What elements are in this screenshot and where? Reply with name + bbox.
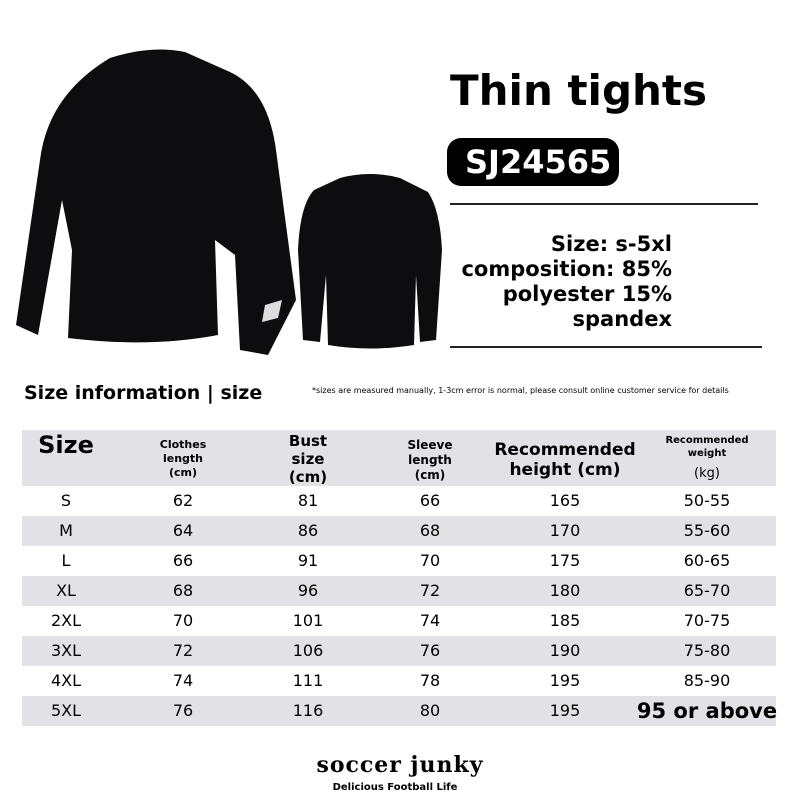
header-cell: Clothes length (cm) bbox=[160, 438, 207, 480]
table-cell: 5XL bbox=[50, 701, 82, 720]
table-row: S 62 81 66 165 50-55 bbox=[22, 486, 776, 516]
header-cell: Recommended weight (kg) bbox=[665, 434, 748, 482]
table-cell: 170 bbox=[549, 521, 581, 540]
table-cell: 65-70 bbox=[683, 581, 731, 600]
table-cell: 72 bbox=[419, 581, 441, 600]
header-line: Sleeve bbox=[407, 438, 453, 452]
table-cell: 60-65 bbox=[683, 551, 731, 570]
table-cell: 70 bbox=[172, 611, 194, 630]
table-cell: 2XL bbox=[50, 611, 82, 630]
table-cell: 101 bbox=[292, 611, 324, 630]
table-cell: 106 bbox=[292, 641, 324, 660]
table-cell: 116 bbox=[292, 701, 324, 720]
table-cell: S bbox=[60, 491, 72, 510]
spec-line: polyester 15% bbox=[502, 282, 672, 306]
table-cell: 175 bbox=[549, 551, 581, 570]
table-cell: 81 bbox=[297, 491, 319, 510]
header-line: height (cm) bbox=[509, 460, 621, 480]
header-line: (kg) bbox=[694, 466, 720, 481]
product-code: SJ24565 bbox=[447, 138, 619, 186]
header-line: length bbox=[408, 453, 452, 467]
table-cell: 50-55 bbox=[683, 491, 731, 510]
spec-line: Size: s-5xl bbox=[550, 232, 672, 256]
brand: soccer junky bbox=[316, 752, 484, 778]
header-line: Bust bbox=[288, 432, 328, 450]
table-cell: 86 bbox=[297, 521, 319, 540]
table-row: 2XL 70 101 74 185 70-75 bbox=[22, 606, 776, 636]
header-line: (cm) bbox=[414, 468, 446, 482]
product-images bbox=[16, 49, 442, 356]
header-line: Recommended bbox=[665, 435, 749, 446]
table-cell: 76 bbox=[172, 701, 194, 720]
table-cell: 91 bbox=[297, 551, 319, 570]
table-cell: 68 bbox=[419, 521, 441, 540]
sleeve-logo bbox=[262, 300, 282, 322]
table-cell: 62 bbox=[172, 491, 194, 510]
front-shirt bbox=[16, 49, 296, 356]
table-cell: 78 bbox=[419, 671, 441, 690]
header-line: weight bbox=[687, 448, 727, 459]
header-line: (cm) bbox=[168, 466, 198, 479]
table-cell: 95 or above bbox=[636, 699, 778, 723]
table-cell: 74 bbox=[172, 671, 194, 690]
table-cell: 70-75 bbox=[683, 611, 731, 630]
header-row: Size Clothes length (cm) Bust size (cm) Sleeve l… bbox=[22, 430, 776, 486]
title: Thin tights bbox=[450, 66, 707, 115]
header-line: Clothes bbox=[159, 438, 207, 451]
table-cell: 185 bbox=[549, 611, 581, 630]
table-cell: 195 bbox=[549, 671, 581, 690]
table-cell: 195 bbox=[549, 701, 581, 720]
table-cell: 66 bbox=[172, 551, 194, 570]
header-cell: Bust size (cm) bbox=[289, 432, 327, 486]
table-cell: 190 bbox=[549, 641, 581, 660]
table-cell: M bbox=[59, 521, 73, 540]
table-row: 3XL 72 106 76 190 75-80 bbox=[22, 636, 776, 666]
size-table: Size Clothes length (cm) Bust size (cm) Sleeve l… bbox=[22, 430, 778, 726]
tagline: Delicious Football Life bbox=[332, 782, 458, 793]
table-cell: 111 bbox=[292, 671, 324, 690]
header-line: length bbox=[162, 452, 204, 465]
header-cell: Recommended height (cm) bbox=[494, 440, 635, 480]
table-cell: 85-90 bbox=[683, 671, 731, 690]
header-cell: Sleeve length (cm) bbox=[408, 438, 453, 483]
specs: Size: s-5xl composition: 85% polyester 15%… bbox=[461, 232, 672, 332]
table-row: XL 68 96 72 180 65-70 bbox=[22, 576, 776, 606]
table-row: L 66 91 70 175 60-65 bbox=[22, 546, 776, 576]
back-shirt bbox=[298, 174, 442, 349]
note: *sizes are measured manually, 1-3cm erro… bbox=[312, 386, 729, 395]
header-line: Recommended bbox=[494, 440, 636, 460]
table-cell: 180 bbox=[549, 581, 581, 600]
table-cell: 68 bbox=[172, 581, 194, 600]
table-cell: L bbox=[61, 551, 71, 570]
table-row: 5XL 76 116 80 195 95 or above bbox=[22, 696, 778, 726]
table-cell: 74 bbox=[419, 611, 441, 630]
header-line: size bbox=[291, 450, 325, 468]
table-cell: 66 bbox=[419, 491, 441, 510]
header-line: Size bbox=[38, 431, 94, 459]
table-cell: 80 bbox=[419, 701, 441, 720]
spec-line: composition: 85% bbox=[461, 257, 672, 281]
table-cell: 96 bbox=[297, 581, 319, 600]
table-cell: XL bbox=[56, 581, 76, 600]
table-cell: 4XL bbox=[50, 671, 82, 690]
table-row: 4XL 74 111 78 195 85-90 bbox=[22, 666, 776, 696]
section-title: Size information | size bbox=[24, 382, 263, 404]
table-cell: 64 bbox=[172, 521, 194, 540]
divider bbox=[450, 203, 758, 205]
table-cell: 165 bbox=[549, 491, 581, 510]
table-row: M 64 86 68 170 55-60 bbox=[22, 516, 776, 546]
table-cell: 70 bbox=[419, 551, 441, 570]
table-cell: 55-60 bbox=[683, 521, 731, 540]
table-cell: 3XL bbox=[50, 641, 82, 660]
spec-line: spandex bbox=[572, 307, 672, 331]
divider bbox=[450, 346, 762, 348]
header-cell: Size bbox=[38, 432, 94, 459]
table-cell: 75-80 bbox=[683, 641, 731, 660]
table-cell: 76 bbox=[419, 641, 441, 660]
table-cell: 72 bbox=[172, 641, 194, 660]
header-line: (cm) bbox=[288, 468, 328, 486]
